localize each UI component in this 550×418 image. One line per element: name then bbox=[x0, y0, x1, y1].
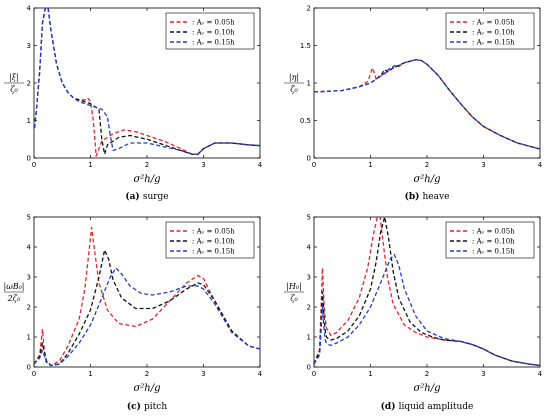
legend-label: : Aᵥ = 0.10h bbox=[192, 238, 235, 246]
legend-box bbox=[445, 221, 535, 259]
x-tick-label: 0 bbox=[312, 161, 316, 169]
caption-text: liquid amplitude bbox=[399, 402, 474, 412]
y-tick-label: 0 bbox=[27, 364, 31, 372]
legend-label: : Aᵥ = 0.15h bbox=[192, 39, 235, 47]
x-tick-label: 2 bbox=[145, 370, 149, 378]
series-line-3 bbox=[314, 59, 540, 150]
legend-label: : Aᵥ = 0.05h bbox=[472, 19, 515, 27]
caption-tag: (b) bbox=[405, 191, 423, 202]
x-tick-label: 1 bbox=[88, 370, 92, 378]
caption-tag: (c) bbox=[127, 401, 144, 412]
y-tick-label: 2 bbox=[307, 5, 311, 13]
legend-label: : Aᵥ = 0.15h bbox=[472, 248, 515, 256]
x-tick-label: 3 bbox=[201, 161, 205, 169]
x-tick-label: 2 bbox=[145, 161, 149, 169]
series-line-3 bbox=[34, 8, 260, 155]
y-axis-label-numerator: |H₀| bbox=[286, 282, 302, 291]
legend-label: : Aᵥ = 0.10h bbox=[472, 29, 515, 37]
chart-panel-a: 0 1 2 3 4 0 1 2 3 4 : Aᵥ = 0.05h : Aᵥ = 0.10h : Aᵥ =… bbox=[4, 5, 263, 202]
legend-label: : Aᵥ = 0.05h bbox=[192, 19, 235, 27]
y-axis-label-numerator: |ξ| bbox=[9, 73, 19, 82]
y-tick-label: 1 bbox=[307, 334, 311, 342]
legend-box bbox=[445, 12, 535, 50]
y-tick-label: 0 bbox=[307, 155, 311, 163]
series-line-3 bbox=[34, 267, 260, 367]
y-tick-label: 2 bbox=[27, 304, 31, 312]
y-axis-label-denominator: ζ₀ bbox=[290, 85, 298, 94]
y-tick-label: 0 bbox=[27, 155, 31, 163]
x-tick-label: 0 bbox=[32, 161, 36, 169]
x-tick-label: 1 bbox=[88, 161, 92, 169]
legend-label: : Aᵥ = 0.15h bbox=[472, 39, 515, 47]
y-axis-label-numerator: |ωB₀| bbox=[4, 282, 25, 291]
x-tick-label: 2 bbox=[425, 161, 429, 169]
x-tick-label: 0 bbox=[32, 370, 36, 378]
y-tick-label: 1 bbox=[27, 117, 31, 125]
y-tick-label: 1.5 bbox=[300, 42, 311, 50]
x-axis-label: σ²h/g bbox=[133, 174, 160, 185]
y-tick-label: 4 bbox=[27, 244, 32, 252]
x-axis-label: σ²h/g bbox=[133, 383, 160, 394]
panel-caption: (b) heave bbox=[405, 191, 450, 202]
y-tick-label: 1 bbox=[307, 80, 311, 88]
y-axis-label-denominator: 2ζ₀ bbox=[7, 294, 21, 303]
caption-tag: (a) bbox=[125, 191, 142, 202]
x-tick-label: 4 bbox=[538, 161, 543, 169]
panel-caption: (a) surge bbox=[125, 191, 168, 202]
y-axis-label-denominator: ζ₀ bbox=[10, 85, 18, 94]
caption-text: pitch bbox=[144, 402, 167, 412]
x-tick-label: 3 bbox=[481, 161, 485, 169]
chart-panel-d: 0 1 2 3 4 0 1 2 3 4 5 : Aᵥ = 0.05h : Aᵥ = 0.10h : Aᵥ … bbox=[284, 214, 543, 412]
y-tick-label: 0 bbox=[307, 364, 311, 372]
panel-caption: (d) liquid amplitude bbox=[381, 401, 474, 412]
x-tick-label: 1 bbox=[368, 370, 372, 378]
caption-tag: (d) bbox=[381, 401, 399, 412]
y-tick-label: 3 bbox=[27, 274, 31, 282]
y-tick-label: 5 bbox=[27, 214, 31, 222]
x-tick-label: 3 bbox=[481, 370, 485, 378]
y-tick-label: 2 bbox=[307, 304, 311, 312]
legend-label: : Aᵥ = 0.05h bbox=[472, 228, 515, 236]
x-tick-label: 4 bbox=[258, 370, 263, 378]
legend-box bbox=[165, 12, 255, 50]
y-tick-label: 2 bbox=[27, 80, 31, 88]
x-axis-label: σ²h/g bbox=[413, 174, 440, 185]
series-line-2 bbox=[34, 249, 260, 367]
series-line-2 bbox=[314, 217, 540, 367]
caption-text: surge bbox=[143, 192, 169, 202]
chart-panel-c: 0 1 2 3 4 0 1 2 3 4 5 : Aᵥ = 0.05h : Aᵥ = 0.10h : Aᵥ … bbox=[4, 214, 263, 413]
legend-label: : Aᵥ = 0.10h bbox=[472, 238, 515, 246]
legend-label: : Aᵥ = 0.05h bbox=[192, 228, 235, 236]
y-tick-label: 1 bbox=[27, 334, 31, 342]
x-tick-label: 1 bbox=[368, 161, 372, 169]
y-axis-label-denominator: ζ₀ bbox=[290, 294, 298, 303]
series-line-2 bbox=[314, 59, 540, 150]
x-tick-label: 4 bbox=[538, 370, 543, 378]
y-tick-label: 4 bbox=[27, 5, 32, 13]
y-tick-label: 3 bbox=[307, 274, 311, 282]
chart-panel-b: 0 1 2 3 4 0 0.5 1 1.5 2 : Aᵥ = 0.05h : Aᵥ = 0.10h : … bbox=[284, 5, 543, 202]
x-tick-label: 4 bbox=[258, 161, 263, 169]
caption-text: heave bbox=[423, 192, 450, 202]
series-line-3 bbox=[314, 253, 540, 367]
y-tick-label: 5 bbox=[307, 214, 311, 222]
x-tick-label: 2 bbox=[425, 370, 429, 378]
series-line-1 bbox=[314, 59, 540, 150]
x-axis-label: σ²h/g bbox=[413, 383, 440, 394]
legend-label: : Aᵥ = 0.10h bbox=[192, 29, 235, 37]
y-axis-label-numerator: |η| bbox=[289, 73, 299, 82]
y-tick-label: 4 bbox=[307, 244, 312, 252]
y-tick-label: 0.5 bbox=[300, 117, 311, 125]
x-tick-label: 0 bbox=[312, 370, 316, 378]
legend-box bbox=[165, 221, 255, 259]
y-tick-label: 3 bbox=[27, 42, 31, 50]
x-tick-label: 3 bbox=[201, 370, 205, 378]
panel-caption: (c) pitch bbox=[127, 401, 167, 412]
legend-label: : Aᵥ = 0.15h bbox=[192, 248, 235, 256]
series-line-1 bbox=[34, 226, 260, 367]
